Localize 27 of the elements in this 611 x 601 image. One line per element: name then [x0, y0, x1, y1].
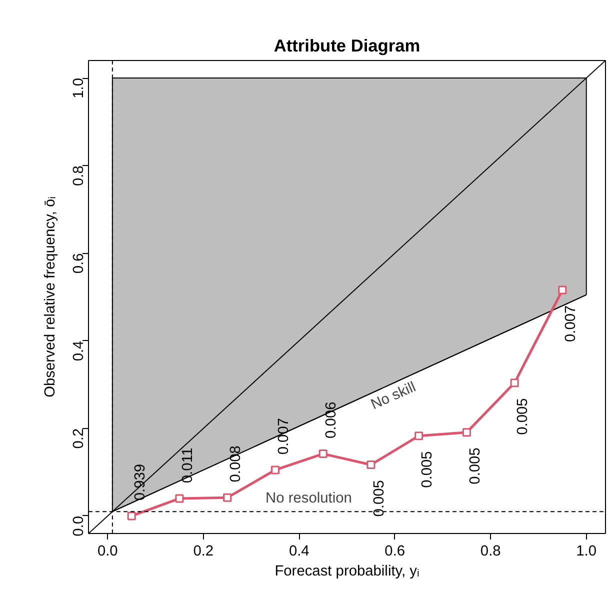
y-tick-label: 1.0	[71, 78, 87, 98]
y-axis-title: Observed relative frequency, ōᵢ	[42, 196, 58, 398]
x-tick-label: 0.4	[288, 544, 310, 560]
annotation: 0.939	[132, 464, 148, 501]
y-tick-label: 0.6	[71, 253, 87, 274]
ref-line-label: No resolution	[266, 490, 352, 507]
annotation: 0.011	[180, 448, 196, 484]
annotation: 0.006	[324, 402, 340, 438]
y-tick-label: 0.8	[71, 166, 87, 186]
annotation: 0.005	[515, 398, 532, 435]
x-tick-label: 0.8	[480, 544, 501, 560]
annotation: 0.007	[276, 418, 292, 455]
y-tick-label: 0.2	[71, 428, 87, 449]
annotation: No skill	[368, 379, 418, 414]
annotation: 0.008	[228, 446, 244, 482]
annotation: 0.007	[563, 305, 580, 342]
x-tick-label: 0.2	[193, 544, 214, 560]
annotation: 0.005	[372, 480, 388, 517]
x-tick-label: 0.0	[97, 544, 118, 560]
annotation: 0.005	[467, 448, 484, 484]
chart-title: Attribute Diagram	[274, 36, 420, 56]
x-axis-title: Forecast probability, yᵢ	[274, 564, 420, 580]
annotation: 0.005	[419, 451, 436, 488]
y-tick-label: 0.0	[71, 516, 87, 536]
y-tick-label: 0.4	[71, 340, 87, 362]
x-tick-label: 0.6	[384, 544, 406, 560]
x-tick-label: 1.0	[576, 544, 597, 560]
